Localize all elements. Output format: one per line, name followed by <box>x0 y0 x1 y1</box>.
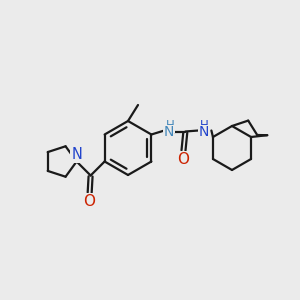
Text: N: N <box>163 125 174 140</box>
Text: H: H <box>200 119 209 132</box>
Text: N: N <box>71 147 82 162</box>
Text: H: H <box>166 119 175 132</box>
Text: O: O <box>177 152 189 167</box>
Text: O: O <box>84 194 96 209</box>
Text: N: N <box>198 125 208 140</box>
